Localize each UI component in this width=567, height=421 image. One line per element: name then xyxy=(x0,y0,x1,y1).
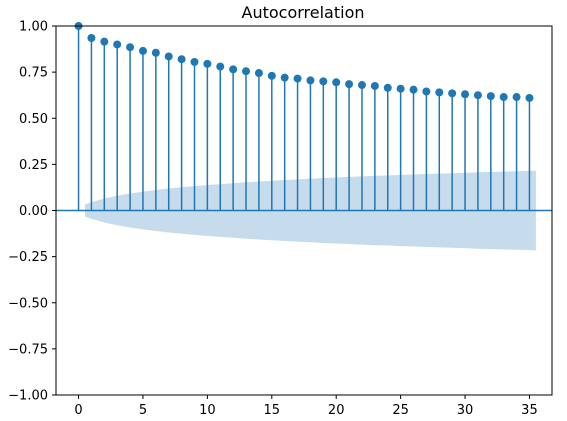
acf-marker xyxy=(242,67,251,76)
acf-marker xyxy=(435,88,444,97)
acf-marker xyxy=(293,74,302,83)
x-tick-label: 5 xyxy=(139,403,147,418)
acf-marker xyxy=(126,43,135,52)
y-tick-label: −0.50 xyxy=(8,296,48,311)
acf-marker xyxy=(229,65,238,74)
y-tick-label: 0.00 xyxy=(19,204,48,219)
y-tick-label: −0.75 xyxy=(8,342,48,357)
acf-marker xyxy=(383,83,392,92)
acf-marker xyxy=(164,52,173,61)
x-tick-label: 20 xyxy=(328,403,345,418)
y-tick-label: 0.50 xyxy=(19,112,48,127)
acf-marker xyxy=(280,73,289,82)
x-tick-label: 15 xyxy=(264,403,281,418)
acf-marker xyxy=(448,89,457,98)
acf-marker xyxy=(525,93,534,102)
stem-layer xyxy=(74,22,534,211)
acf-marker xyxy=(306,76,315,85)
x-axis: 0 5 10 15 20 25 30 35 xyxy=(74,395,538,418)
y-tick-label: −0.25 xyxy=(8,250,48,265)
x-tick-label: 0 xyxy=(74,403,82,418)
acf-marker xyxy=(113,40,122,49)
y-tick-label: 1.00 xyxy=(19,20,48,35)
x-tick-label: 35 xyxy=(521,403,538,418)
acf-marker xyxy=(138,46,147,55)
acf-marker xyxy=(396,84,405,93)
acf-marker xyxy=(499,93,508,102)
y-axis: 1.00 0.75 0.50 0.25 0.00 −0.25 −0.50 −0.75 −1.00 xyxy=(8,20,56,404)
acf-marker xyxy=(370,81,379,90)
acf-marker xyxy=(203,59,212,68)
acf-marker xyxy=(254,69,263,78)
acf-marker xyxy=(267,71,276,80)
acf-marker xyxy=(151,48,160,57)
y-tick-label: 0.25 xyxy=(19,158,48,173)
acf-marker xyxy=(190,57,199,66)
x-tick-label: 10 xyxy=(199,403,216,418)
acf-marker xyxy=(87,33,96,42)
y-tick-label: −1.00 xyxy=(8,389,48,404)
acf-marker xyxy=(486,92,495,101)
acf-marker xyxy=(319,77,328,86)
acf-marker xyxy=(512,93,521,102)
acf-marker xyxy=(216,62,225,71)
x-tick-label: 30 xyxy=(457,403,474,418)
y-tick-label: 0.75 xyxy=(19,66,48,81)
acf-marker xyxy=(422,87,431,96)
acf-marker xyxy=(345,80,354,89)
x-tick-label: 25 xyxy=(392,403,409,418)
acf-marker xyxy=(461,90,470,99)
chart-title: Autocorrelation xyxy=(242,3,365,22)
acf-marker xyxy=(473,91,482,100)
acf-marker xyxy=(177,55,186,64)
acf-marker xyxy=(409,85,418,94)
acf-marker xyxy=(357,81,366,90)
acf-marker xyxy=(100,37,109,46)
acf-marker xyxy=(332,78,341,87)
